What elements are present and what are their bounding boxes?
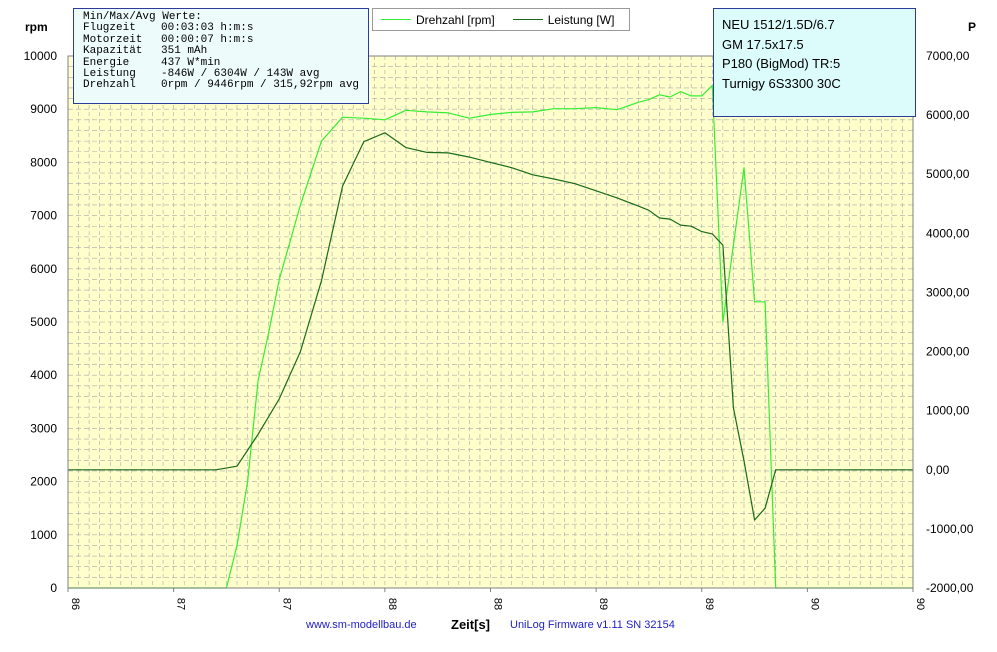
x-tick-label: 87 — [175, 598, 187, 610]
y-right-tick-label: 2000,00 — [926, 345, 970, 359]
legend-label-power: Leistung [W] — [547, 12, 615, 27]
x-tick-label: 88 — [492, 598, 504, 610]
y-right-tick-label: -1000,00 — [926, 522, 974, 536]
stats-label: Leistung — [83, 68, 136, 81]
stats-row: Motorzeit 00:00:07 h:m:s — [83, 33, 368, 46]
stats-row: Kapazität 351 mAh — [83, 45, 368, 58]
stats-value: 0rpm / 9446rpm / 315,92rpm avg — [161, 79, 360, 92]
y-left-tick-label: 6000 — [30, 262, 57, 276]
y-left-tick-label: 9000 — [30, 102, 57, 116]
website-link[interactable]: www.sm-modellbau.de — [306, 619, 417, 631]
series-power-line — [68, 132, 913, 521]
legend-item-rpm: Drehzahl [rpm] — [381, 13, 495, 27]
x-tick-label: 90 — [914, 598, 926, 610]
y-left-tick-label: 10000 — [24, 49, 58, 63]
y-left-tick-label: 7000 — [30, 209, 57, 223]
stats-label: Kapazität — [83, 45, 143, 58]
y-left-tick-label: 0 — [50, 581, 57, 595]
stats-value: 437 W*min — [161, 56, 221, 69]
y-right-tick-label: 6000,00 — [926, 108, 970, 122]
y-right-tick-label: 4000,00 — [926, 226, 970, 240]
y-right-tick-label: 0,00 — [926, 463, 950, 477]
info-line-2: GM 17.5x17.5 — [722, 36, 804, 52]
stats-title: Min/Max/Avg Werte: — [83, 11, 202, 23]
stats-row: Flugzeit 00:03:03 h:m:s — [83, 22, 368, 35]
legend-item-power: Leistung [W] — [512, 12, 615, 27]
firmware-info: UniLog Firmware v1.11 SN 32154 — [510, 619, 675, 631]
stats-row: Leistung -846W / 6304W / 143W avg — [83, 68, 368, 81]
info-line-3: P180 (BigMod) TR:5 — [722, 56, 841, 71]
x-tick-label: 89 — [597, 598, 609, 610]
right-axis-title: P — [968, 20, 977, 34]
stats-label: Energie — [83, 56, 130, 69]
y-right-tick-label: 1000,00 — [926, 404, 970, 418]
stats-value: 00:00:07 h:m:s — [161, 33, 254, 46]
y-left-tick-label: 5000 — [30, 315, 57, 329]
stats-label: Motorzeit — [83, 33, 143, 46]
legend-line-rpm — [381, 19, 411, 20]
info-box: NEU 1512/1.5D/6.7 GM 17.5x17.5 P180 (Big… — [713, 8, 916, 117]
y-left-tick-label: 3000 — [30, 421, 57, 435]
left-axis-title: rpm — [25, 20, 48, 34]
stats-row: Drehzahl 0rpm / 9446rpm / 315,92rpm avg — [83, 79, 368, 92]
y-left-tick-label: 2000 — [30, 475, 57, 489]
y-left-tick-label: 8000 — [30, 155, 57, 169]
y-right-tick-label: -2000,00 — [926, 581, 974, 595]
legend-line-power — [512, 19, 543, 20]
series-rpm-line — [68, 84, 913, 589]
x-tick-label: 86 — [69, 598, 81, 610]
stats-label: Drehzahl — [83, 79, 136, 92]
stats-label: Flugzeit — [83, 22, 136, 35]
y-left-tick-label: 1000 — [30, 528, 57, 542]
x-axis-title: Zeit[s] — [451, 617, 490, 632]
legend-label-rpm: Drehzahl [rpm] — [416, 12, 495, 27]
stats-value: -846W / 6304W / 143W avg — [161, 68, 320, 81]
x-tick-label: 88 — [386, 598, 398, 610]
series-lines — [68, 84, 913, 589]
y-right-tick-label: 7000,00 — [926, 49, 970, 63]
stats-row: Energie 437 W*min — [83, 56, 368, 69]
x-tick-label: 89 — [703, 598, 715, 610]
info-line-4: Turnigy 6S3300 30C — [722, 75, 841, 91]
stats-rows: Flugzeit 00:03:03 h:m:s Motorzeit 00:00:07 … — [83, 22, 368, 92]
stats-box: Min/Max/Avg Werte: Flugzeit 00:03:03 h:m:… — [73, 8, 369, 104]
y-right-tick-label: 3000,00 — [926, 285, 970, 299]
info-line-1: NEU 1512/1.5D/6.7 — [722, 17, 835, 32]
y-right-tick-label: 5000,00 — [926, 167, 970, 181]
stats-value: 351 mAh — [161, 45, 208, 58]
legend: Drehzahl [rpm] Leistung [W] — [372, 8, 630, 31]
x-tick-label: 90 — [808, 598, 820, 610]
axis-ticks: 0 1000 2000 3000 4000 5000 6000 7000 8000 9000 100… — [24, 49, 974, 610]
y-left-tick-label: 4000 — [30, 368, 57, 382]
x-tick-label: 87 — [280, 598, 292, 610]
stats-value: 00:03:03 h:m:s — [161, 22, 254, 35]
plot-border — [67, 55, 914, 589]
